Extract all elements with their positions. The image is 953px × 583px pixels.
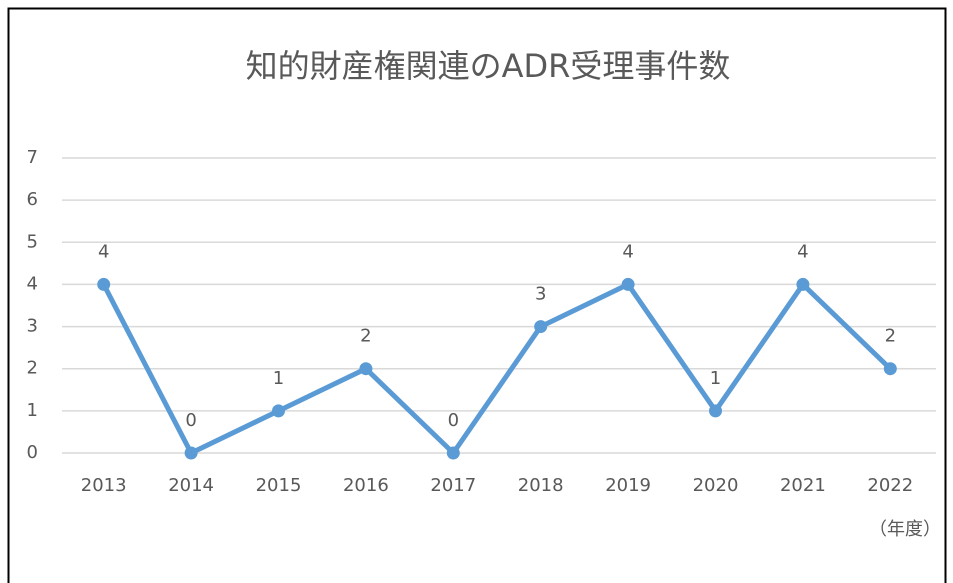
y-tick-label: 4 — [27, 273, 38, 294]
y-tick-label: 2 — [27, 358, 38, 379]
marker — [97, 277, 111, 291]
x-tick-label: 2013 — [81, 475, 127, 496]
border — [7, 7, 947, 583]
x-tick-label: 2016 — [343, 475, 389, 496]
x-tick-label: 2020 — [693, 475, 739, 496]
marker — [446, 446, 460, 460]
data-label: 1 — [710, 368, 721, 389]
x-tick-label: 2022 — [867, 475, 913, 496]
x-tick-label: 2019 — [605, 475, 651, 496]
marker — [534, 320, 548, 334]
data-label: 4 — [797, 241, 808, 262]
y-tick-label: 7 — [27, 147, 38, 168]
data-label: 3 — [535, 284, 546, 305]
y-tick-label: 5 — [27, 231, 38, 252]
data-label: 4 — [98, 241, 109, 262]
x-tick-label: 2014 — [168, 475, 214, 496]
marker — [621, 277, 635, 291]
x-tick-label: 2018 — [518, 475, 564, 496]
marker — [796, 277, 810, 291]
x-tick-label: 2015 — [256, 475, 302, 496]
y-tick-label: 1 — [27, 400, 38, 421]
data-label: 1 — [273, 368, 284, 389]
data-label: 0 — [448, 410, 459, 431]
y-tick-label: 6 — [27, 189, 38, 210]
x-axis-label: （年度） — [869, 519, 941, 540]
marker — [272, 404, 285, 418]
line — [101, 281, 893, 456]
x-tick-label: 2017 — [430, 475, 476, 496]
y-tick-label: 0 — [27, 442, 38, 463]
data-label: 2 — [360, 326, 371, 347]
data-label: 2 — [885, 326, 896, 347]
chart-title: 知的財産権関連のADR受理事件数 — [246, 47, 731, 85]
data-label: 4 — [622, 241, 633, 262]
marker — [359, 362, 373, 376]
x-tick-label: 2021 — [780, 475, 826, 496]
y-tick-label: 3 — [27, 316, 38, 337]
marker — [184, 446, 198, 460]
marker — [709, 404, 722, 418]
data-label: 0 — [185, 410, 196, 431]
marker — [883, 362, 897, 376]
